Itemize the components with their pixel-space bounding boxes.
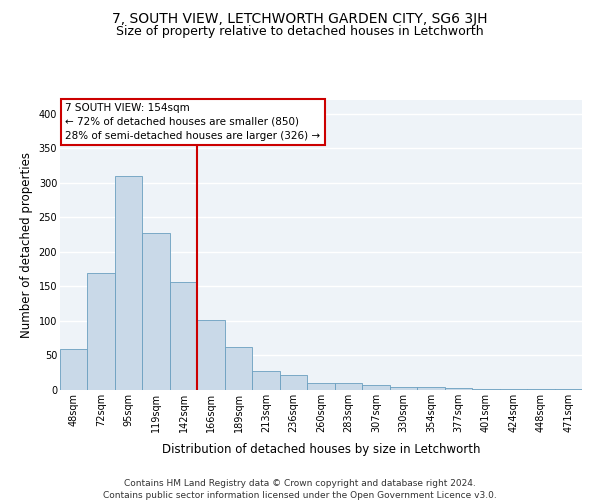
Bar: [417, 387, 445, 390]
Bar: [88, 272, 115, 390]
Bar: [445, 388, 472, 390]
Text: Size of property relative to detached houses in Letchworth: Size of property relative to detached ho…: [116, 25, 484, 38]
Bar: [307, 383, 335, 390]
Text: 7 SOUTH VIEW: 154sqm
← 72% of detached houses are smaller (850)
28% of semi-deta: 7 SOUTH VIEW: 154sqm ← 72% of detached h…: [65, 103, 320, 141]
Text: Contains HM Land Registry data © Crown copyright and database right 2024.: Contains HM Land Registry data © Crown c…: [124, 479, 476, 488]
Text: Contains public sector information licensed under the Open Government Licence v3: Contains public sector information licen…: [103, 491, 497, 500]
Y-axis label: Number of detached properties: Number of detached properties: [20, 152, 33, 338]
Text: 7, SOUTH VIEW, LETCHWORTH GARDEN CITY, SG6 3JH: 7, SOUTH VIEW, LETCHWORTH GARDEN CITY, S…: [112, 12, 488, 26]
Bar: [253, 370, 280, 390]
Bar: [60, 348, 88, 390]
Bar: [197, 320, 225, 390]
Bar: [225, 347, 253, 390]
Text: Distribution of detached houses by size in Letchworth: Distribution of detached houses by size …: [162, 442, 480, 456]
Bar: [472, 388, 500, 390]
Bar: [115, 176, 142, 390]
Bar: [335, 383, 362, 390]
Bar: [170, 282, 197, 390]
Bar: [362, 385, 389, 390]
Bar: [142, 232, 170, 390]
Bar: [280, 375, 307, 390]
Bar: [389, 386, 417, 390]
